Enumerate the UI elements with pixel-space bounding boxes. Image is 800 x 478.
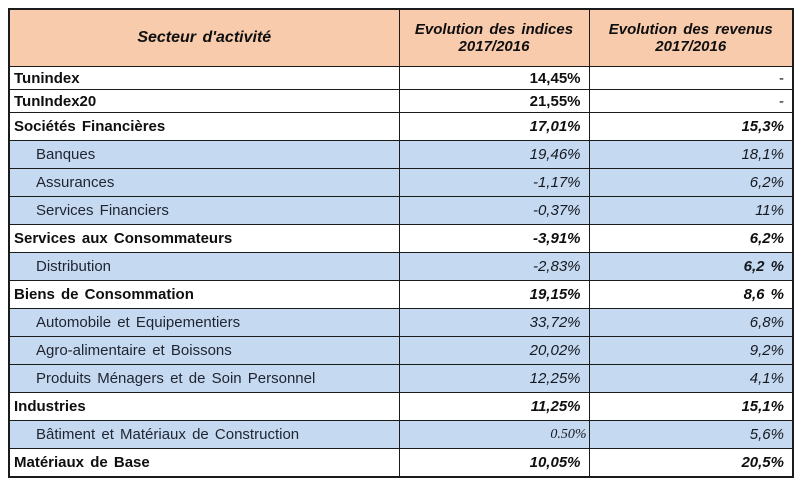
sector-cell: Tunindex [8, 66, 400, 90]
header-indices-line2: 2017/2016 [458, 38, 530, 55]
sector-cell: TunIndex20 [8, 89, 400, 113]
table-row-automobile-et-equipementiers: Automobile et Equipementiers 33,72% 6,8% [8, 308, 794, 337]
header-indices-line1: Evolution des indices [414, 21, 574, 38]
table-row-tunindex: Tunindex 14,45% - [8, 66, 794, 90]
revenus-cell: 15,3% [588, 112, 794, 141]
revenus-cell: 5,6% [588, 420, 794, 449]
table-row-produits-menagers: Produits Ménagers et de Soin Personnel 1… [8, 364, 794, 393]
revenus-cell: 9,2% [588, 336, 794, 365]
header-sector: Secteur d'activité [8, 8, 400, 67]
indices-cell: -1,17% [398, 168, 590, 197]
indices-cell: 14,45% [398, 66, 590, 90]
table-row-batiment-et-materiaux: Bâtiment et Matériaux de Construction 0.… [8, 420, 794, 449]
sector-cell: Biens de Consommation [8, 280, 400, 309]
revenus-cell: 20,5% [588, 448, 794, 478]
sector-cell: Services aux Consommateurs [8, 224, 400, 253]
indices-cell: 17,01% [398, 112, 590, 141]
indices-cell: 19,15% [398, 280, 590, 309]
table-row-distribution: Distribution -2,83% 6,2 % [8, 252, 794, 281]
indices-cell: 11,25% [398, 392, 590, 421]
table-row-agro-alimentaire-et-boissons: Agro-alimentaire et Boissons 20,02% 9,2% [8, 336, 794, 365]
revenus-cell: - [588, 66, 794, 90]
sector-cell: Assurances [8, 168, 400, 197]
indices-cell: 12,25% [398, 364, 590, 393]
table-row-materiaux-de-base: Matériaux de Base 10,05% 20,5% [8, 448, 794, 478]
revenus-cell: 11% [588, 196, 794, 225]
table-row-banques: Banques 19,46% 18,1% [8, 140, 794, 169]
header-revenus-line1: Evolution des revenus [608, 21, 773, 38]
table-row-services-aux-consommateurs: Services aux Consommateurs -3,91% 6,2% [8, 224, 794, 253]
sector-cell: Banques [8, 140, 400, 169]
indices-cell: 10,05% [398, 448, 590, 478]
indices-cell: -3,91% [398, 224, 590, 253]
indices-cell: 21,55% [398, 89, 590, 113]
revenus-cell: 18,1% [588, 140, 794, 169]
header-revenus-line2: 2017/2016 [655, 38, 727, 55]
sector-cell: Services Financiers [8, 196, 400, 225]
table-row-assurances: Assurances -1,17% 6,2% [8, 168, 794, 197]
sector-cell: Produits Ménagers et de Soin Personnel [8, 364, 400, 393]
indices-cell: -0,37% [398, 196, 590, 225]
table-row-industries: Industries 11,25% 15,1% [8, 392, 794, 421]
revenus-cell: 4,1% [588, 364, 794, 393]
revenus-cell: 8,6 % [588, 280, 794, 309]
table-row-tunindex20: TunIndex20 21,55% - [8, 89, 794, 113]
header-row: Secteur d'activité Evolution des indices… [8, 8, 794, 67]
table-row-societes-financieres: Sociétés Financières 17,01% 15,3% [8, 112, 794, 141]
sector-cell: Sociétés Financières [8, 112, 400, 141]
sector-cell: Agro-alimentaire et Boissons [8, 336, 400, 365]
sector-cell: Distribution [8, 252, 400, 281]
header-indices: Evolution des indices 2017/2016 [398, 8, 590, 67]
revenus-cell: 6,8% [588, 308, 794, 337]
table-row-biens-de-consommation: Biens de Consommation 19,15% 8,6 % [8, 280, 794, 309]
table-row-services-financiers: Services Financiers -0,37% 11% [8, 196, 794, 225]
sector-cell: Automobile et Equipementiers [8, 308, 400, 337]
revenus-cell: 6,2 % [588, 252, 794, 281]
indices-cell: -2,83% [398, 252, 590, 281]
revenus-cell: 6,2% [588, 224, 794, 253]
revenus-cell: - [588, 89, 794, 113]
revenus-cell: 6,2% [588, 168, 794, 197]
sector-evolution-table: Secteur d'activité Evolution des indices… [8, 8, 794, 478]
indices-cell: 19,46% [398, 140, 590, 169]
revenus-cell: 15,1% [588, 392, 794, 421]
indices-cell: 33,72% [398, 308, 590, 337]
sector-cell: Industries [8, 392, 400, 421]
sector-cell: Bâtiment et Matériaux de Construction [8, 420, 400, 449]
indices-cell: 20,02% [398, 336, 590, 365]
indices-cell: 0.50% [398, 420, 590, 449]
header-revenus: Evolution des revenus 2017/2016 [588, 8, 794, 67]
sector-cell: Matériaux de Base [8, 448, 400, 478]
